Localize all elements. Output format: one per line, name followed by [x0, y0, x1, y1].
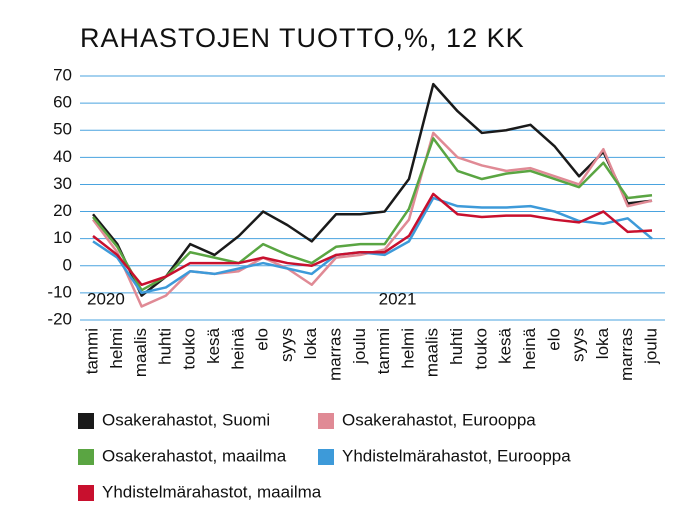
x-tick-label: maalis	[131, 328, 150, 377]
x-tick-label: loka	[593, 327, 612, 359]
legend-label: Yhdistelmärahastot, maailma	[102, 482, 322, 501]
x-tick-label: heinä	[228, 327, 247, 369]
x-tick-label: elo	[253, 328, 272, 351]
y-tick-label: 20	[53, 201, 72, 220]
y-tick-label: 0	[63, 255, 72, 274]
legend-swatch	[78, 413, 94, 429]
legend-label: Osakerahastot, Suomi	[102, 410, 270, 429]
legend-label: Osakerahastot, maailma	[102, 446, 287, 465]
y-tick-label: 50	[53, 120, 72, 139]
x-tick-label: kesä	[204, 327, 223, 363]
y-tick-label: 70	[53, 65, 72, 84]
legend-swatch	[318, 413, 334, 429]
x-tick-label: marras	[326, 328, 345, 381]
y-tick-label: -20	[47, 309, 72, 328]
x-tick-label: joulu	[350, 328, 369, 365]
legend-swatch	[78, 485, 94, 501]
y-tick-label: 60	[53, 93, 72, 112]
x-tick-label: touko	[180, 328, 199, 370]
legend-label: Osakerahastot, Eurooppa	[342, 410, 536, 429]
series-line	[92, 137, 653, 292]
x-tick-label: joulu	[641, 328, 660, 365]
year-label: 2020	[87, 289, 125, 308]
x-tick-label: elo	[544, 328, 563, 351]
x-tick-label: syys	[569, 328, 588, 362]
x-tick-label: loka	[301, 327, 320, 359]
x-tick-label: marras	[617, 328, 636, 381]
x-tick-label: helmi	[398, 328, 417, 369]
series-line	[92, 192, 653, 287]
x-tick-label: maalis	[423, 328, 442, 377]
x-tick-label: tammi	[82, 328, 101, 374]
x-tick-label: helmi	[107, 328, 126, 369]
y-tick-label: 40	[53, 147, 72, 166]
chart-title: RAHASTOJEN TUOTTO,%, 12 KK	[80, 23, 525, 53]
series-line	[92, 82, 653, 297]
legend-swatch	[318, 449, 334, 465]
x-tick-label: huhti	[155, 328, 174, 365]
x-tick-label: kesä	[496, 327, 515, 363]
year-label: 2021	[379, 289, 417, 308]
x-tick-label: heinä	[520, 327, 539, 369]
legend-swatch	[78, 449, 94, 465]
x-tick-label: syys	[277, 328, 296, 362]
legend-label: Yhdistelmärahastot, Eurooppa	[342, 446, 571, 465]
x-tick-label: tammi	[374, 328, 393, 374]
x-tick-label: touko	[471, 328, 490, 370]
y-tick-label: 10	[53, 228, 72, 247]
series-line	[92, 196, 653, 295]
y-tick-label: -10	[47, 282, 72, 301]
y-tick-label: 30	[53, 174, 72, 193]
x-tick-label: huhti	[447, 328, 466, 365]
